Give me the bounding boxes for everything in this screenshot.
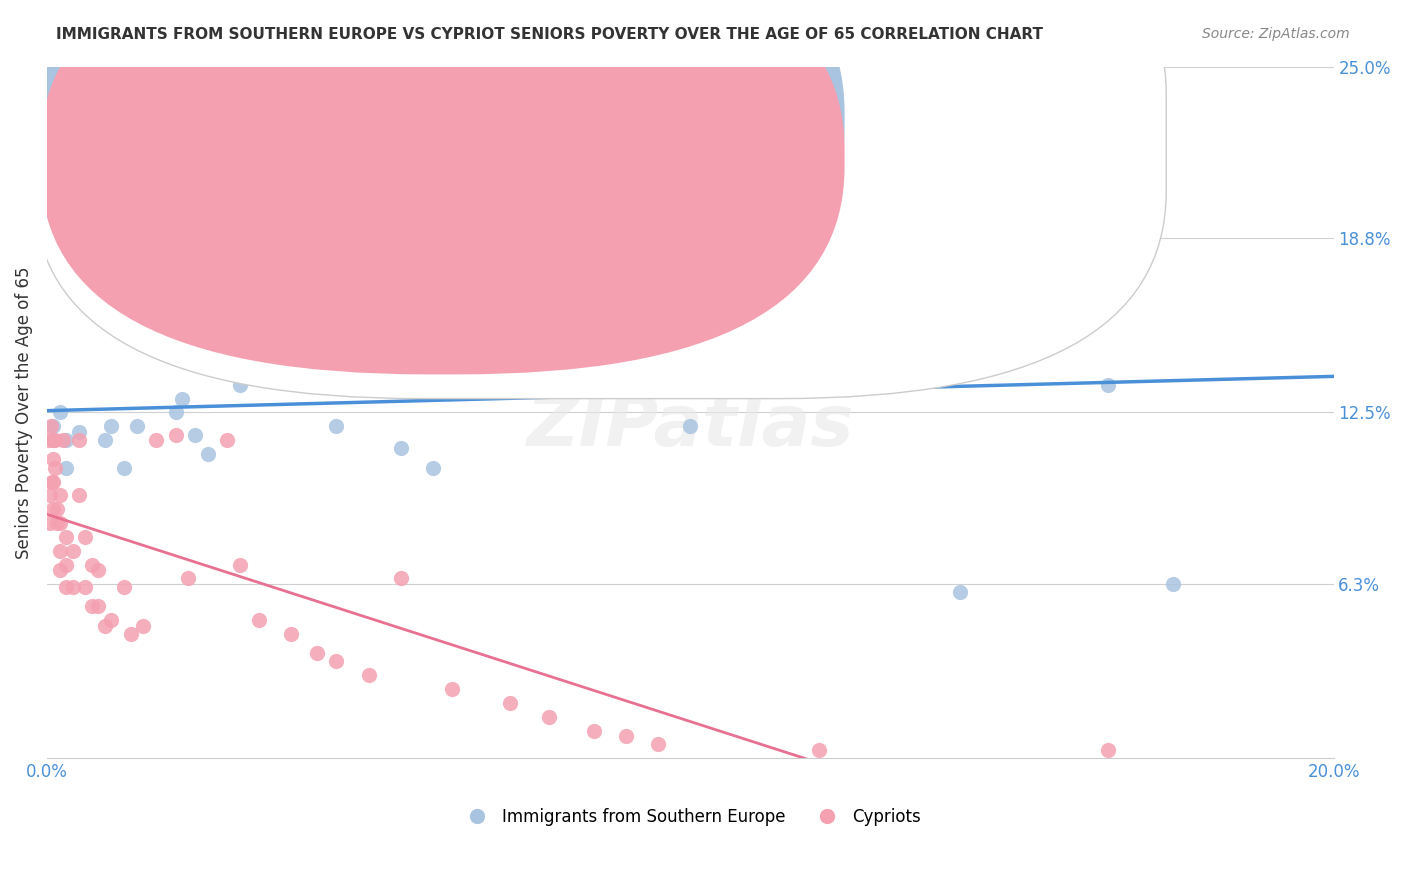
Text: Source: ZipAtlas.com: Source: ZipAtlas.com	[1202, 27, 1350, 41]
Point	[42, 419, 65, 434]
Point	[389, 442, 412, 456]
Point	[307, 646, 329, 660]
Point	[67, 433, 90, 447]
Point	[112, 580, 135, 594]
Point	[67, 425, 90, 439]
Point	[42, 433, 65, 447]
Point	[94, 618, 117, 632]
Point	[49, 543, 72, 558]
Point	[422, 460, 444, 475]
Point	[80, 558, 103, 572]
Point	[247, 613, 270, 627]
Point	[44, 433, 66, 447]
Point	[55, 558, 77, 572]
Point	[55, 530, 77, 544]
Point	[441, 682, 464, 697]
Point	[325, 655, 347, 669]
Point	[229, 377, 252, 392]
Point	[94, 433, 117, 447]
Point	[41, 419, 63, 434]
Point	[45, 516, 67, 530]
Point	[80, 599, 103, 614]
Text: IMMIGRANTS FROM SOUTHERN EUROPE VS CYPRIOT SENIORS POVERTY OVER THE AGE OF 65 CO: IMMIGRANTS FROM SOUTHERN EUROPE VS CYPRI…	[56, 27, 1043, 42]
Point	[55, 460, 77, 475]
Point	[49, 405, 72, 419]
Point	[519, 322, 541, 336]
Point	[1097, 377, 1119, 392]
Point	[39, 516, 62, 530]
Point	[42, 502, 65, 516]
Point	[177, 572, 200, 586]
Point	[499, 696, 522, 710]
Point	[197, 447, 219, 461]
Point	[125, 419, 148, 434]
Point	[325, 419, 347, 434]
Point	[132, 618, 155, 632]
Point	[679, 419, 702, 434]
Point	[389, 572, 412, 586]
Point	[87, 563, 110, 577]
Point	[67, 488, 90, 502]
Point	[41, 475, 63, 489]
Point	[55, 433, 77, 447]
Point	[215, 433, 238, 447]
Point	[537, 710, 560, 724]
Point	[38, 433, 60, 447]
Point	[170, 392, 193, 406]
Point	[807, 743, 830, 757]
Point	[229, 558, 252, 572]
Text: R = -0.052   N = 56: R = -0.052 N = 56	[433, 153, 596, 171]
Point	[55, 580, 77, 594]
Point	[1097, 743, 1119, 757]
Point	[44, 460, 66, 475]
Point	[614, 729, 637, 743]
Point	[45, 502, 67, 516]
Point	[42, 475, 65, 489]
Point	[1161, 577, 1184, 591]
Point	[357, 668, 380, 682]
Point	[112, 460, 135, 475]
Point	[42, 452, 65, 467]
Point	[62, 543, 84, 558]
Y-axis label: Seniors Poverty Over the Age of 65: Seniors Poverty Over the Age of 65	[15, 266, 32, 558]
Point	[184, 427, 207, 442]
Text: ZIPatlas: ZIPatlas	[526, 392, 853, 461]
Point	[550, 156, 572, 170]
Point	[602, 281, 624, 295]
Point	[647, 738, 669, 752]
FancyBboxPatch shape	[34, 0, 1166, 399]
Text: R =  0.413   N = 29: R = 0.413 N = 29	[433, 112, 595, 129]
Point	[75, 530, 97, 544]
Legend: Immigrants from Southern Europe, Cypriots: Immigrants from Southern Europe, Cypriot…	[453, 802, 927, 833]
Point	[280, 627, 302, 641]
Point	[120, 627, 142, 641]
Point	[49, 563, 72, 577]
Point	[582, 723, 605, 738]
Point	[731, 322, 754, 336]
Point	[75, 580, 97, 594]
Point	[145, 433, 167, 447]
Point	[39, 488, 62, 502]
Point	[100, 613, 122, 627]
Point	[647, 350, 669, 364]
FancyBboxPatch shape	[41, 0, 845, 375]
Point	[165, 427, 187, 442]
Point	[49, 488, 72, 502]
Point	[62, 580, 84, 594]
Point	[42, 433, 65, 447]
Point	[52, 433, 75, 447]
Point	[100, 419, 122, 434]
Point	[949, 585, 972, 599]
Point	[197, 336, 219, 351]
Point	[165, 405, 187, 419]
FancyBboxPatch shape	[41, 0, 845, 336]
Point	[87, 599, 110, 614]
Point	[794, 226, 817, 240]
Point	[49, 516, 72, 530]
Point	[472, 143, 495, 157]
